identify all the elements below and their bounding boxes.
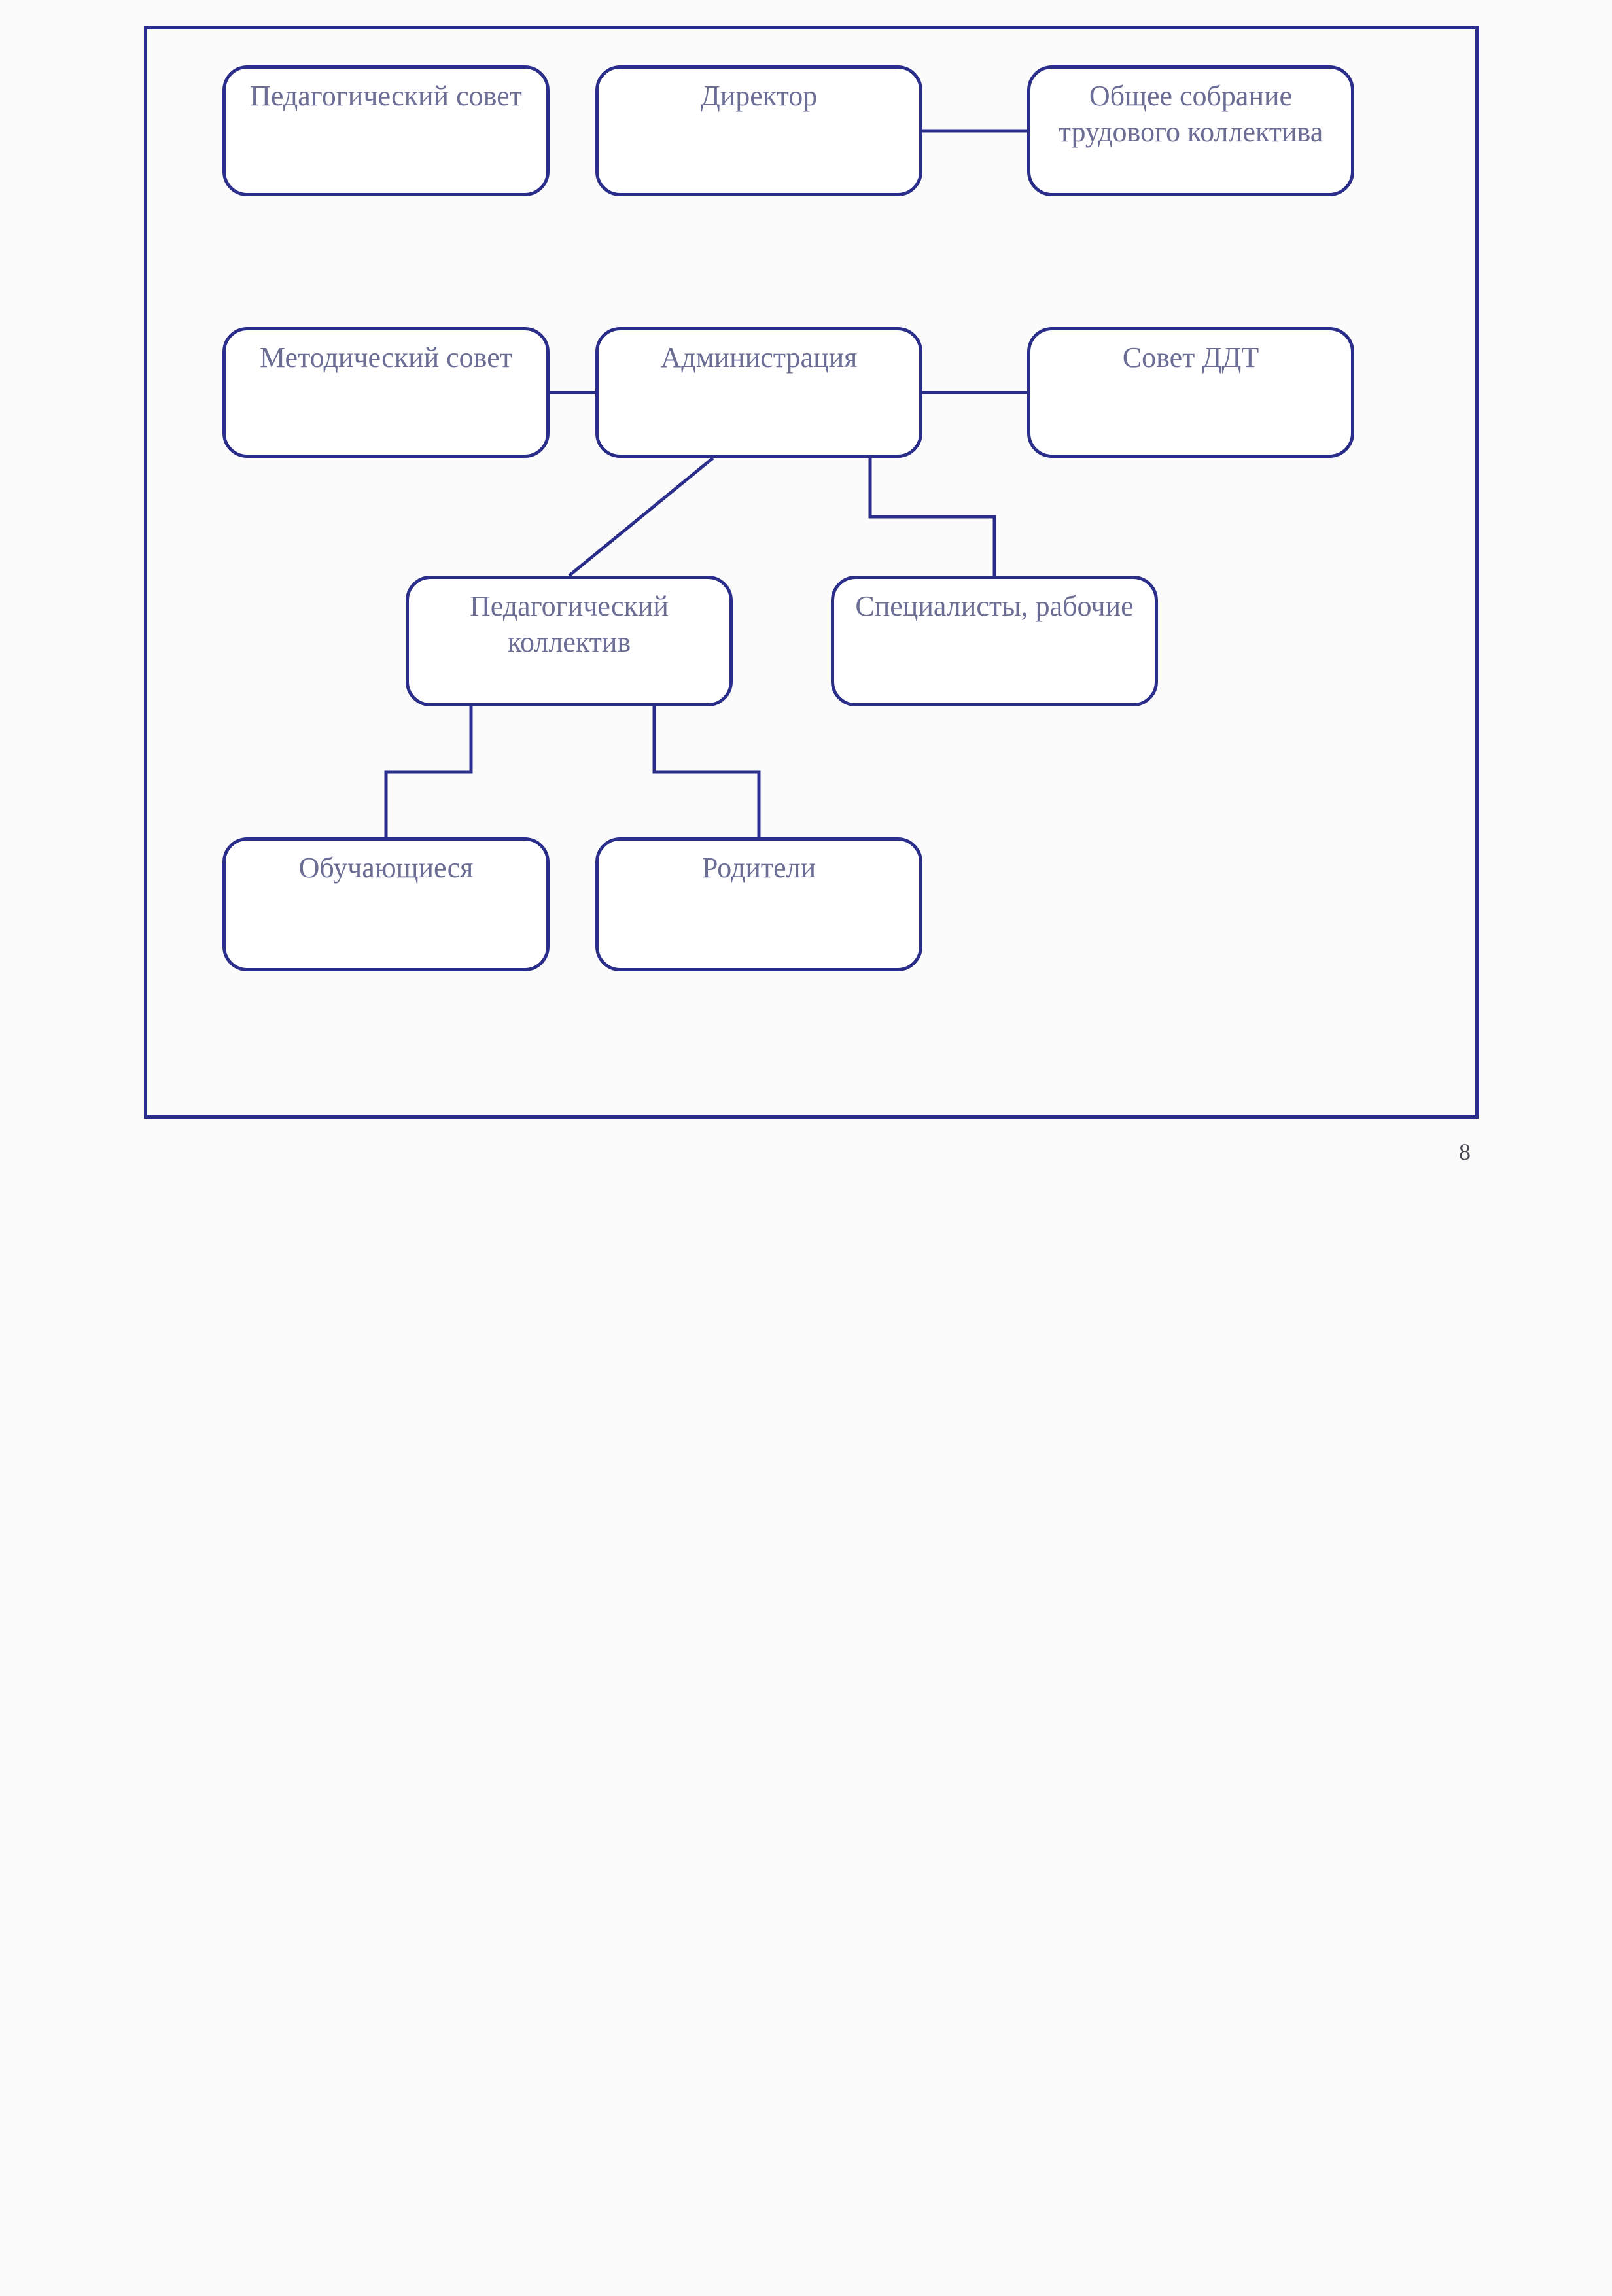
node-specialists: Специалисты, рабочие <box>831 576 1158 706</box>
node-ped_kollektiv: Педагогический коллектив <box>406 576 733 706</box>
node-director: Директор <box>595 65 922 196</box>
node-parents: Родители <box>595 837 922 971</box>
node-admin: Администрация <box>595 327 922 458</box>
node-label: Педагогический совет <box>250 78 522 114</box>
node-label: Методический совет <box>260 339 512 375</box>
page: Педагогический совет Директор Общее собран… <box>0 0 1612 2296</box>
node-sovet_ddt: Совет ДДТ <box>1027 327 1354 458</box>
node-ped_sovet: Педагогический совет <box>222 65 550 196</box>
node-method_sovet: Методический совет <box>222 327 550 458</box>
node-assembly: Общее собрание трудового коллектива <box>1027 65 1354 196</box>
node-students: Обучающиеся <box>222 837 550 971</box>
node-label: Специалисты, рабочие <box>855 588 1133 624</box>
node-label: Педагогический коллектив <box>409 588 729 660</box>
node-label: Администрация <box>661 339 858 375</box>
node-label: Общее собрание трудового коллектива <box>1030 78 1351 150</box>
page-number: 8 <box>1459 1138 1471 1166</box>
node-label: Родители <box>702 850 816 886</box>
node-label: Обучающиеся <box>299 850 474 886</box>
node-label: Директор <box>701 78 818 114</box>
node-label: Совет ДДТ <box>1123 339 1259 375</box>
